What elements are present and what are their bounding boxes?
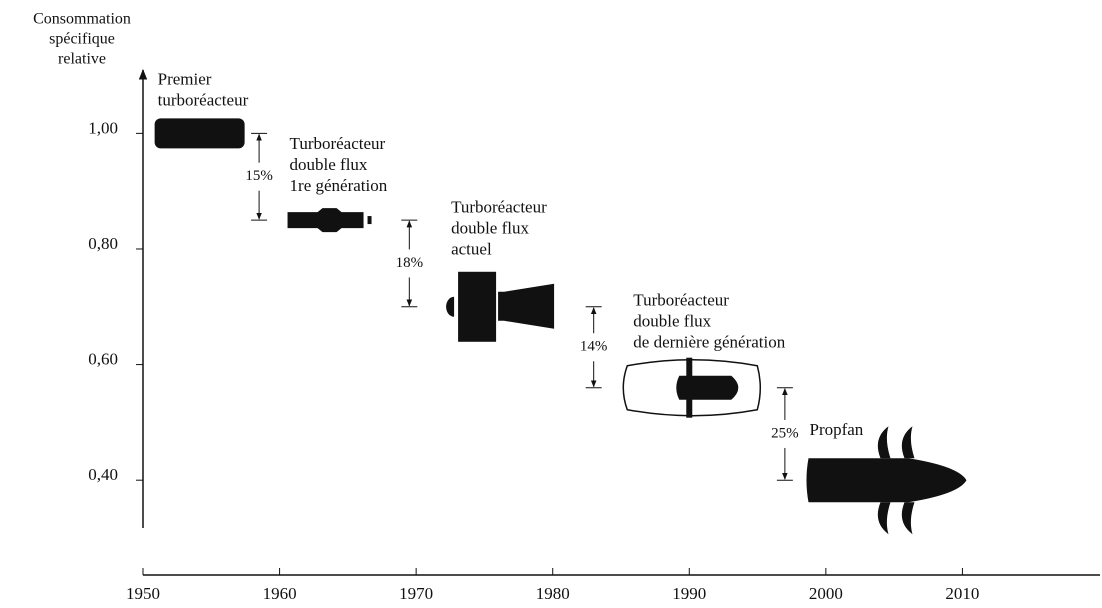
x-tick-label: 1960 (263, 584, 297, 603)
engine-shape (446, 297, 454, 317)
engine (155, 118, 245, 148)
engine-shape (676, 376, 738, 400)
engine-label: Premier (158, 69, 212, 88)
engine-label: 1re génération (290, 176, 388, 195)
engine-label: double flux (451, 219, 529, 238)
engine (623, 358, 760, 418)
x-tick-label: 1970 (399, 584, 433, 603)
reduction-label: 15% (245, 168, 273, 184)
y-axis-label: Consommation (33, 11, 131, 28)
y-tick-label: 0,60 (88, 349, 118, 368)
engine-shape (806, 458, 966, 502)
engine-label: double flux (633, 312, 711, 331)
y-axis-label: relative (58, 51, 106, 68)
y-tick-label: 0,40 (88, 465, 118, 484)
x-tick-label: 1980 (536, 584, 570, 603)
x-tick-label: 1950 (126, 584, 160, 603)
engine-shape (686, 358, 692, 418)
x-tick-label: 1990 (672, 584, 706, 603)
engine-shape (288, 208, 364, 232)
x-tick-label: 2000 (809, 584, 843, 603)
chart: Consommation spécifique relative 0,40 0,60 0,… (0, 0, 1102, 608)
engine-label: Propfan (809, 420, 863, 439)
engine-label: de dernière génération (633, 333, 785, 352)
reduction-label: 18% (396, 255, 424, 271)
engine (806, 426, 966, 534)
engine-label: turboréacteur (158, 90, 249, 109)
engine-shape (155, 118, 245, 148)
engine-label: Turboréacteur (451, 198, 547, 217)
engine-label: actuel (451, 240, 492, 259)
engine-label: Turboréacteur (290, 134, 386, 153)
engine-shape (458, 272, 496, 342)
y-tick-label: 1,00 (88, 118, 118, 137)
engine-label: Turboréacteur (633, 291, 729, 310)
reduction-label: 25% (771, 425, 799, 441)
y-tick-label: 0,80 (88, 234, 118, 253)
y-axis-label: spécifique (49, 31, 115, 48)
x-tick-label: 2010 (945, 584, 979, 603)
reduction-label: 14% (580, 339, 608, 355)
engine (288, 208, 372, 232)
engine-shape (368, 216, 372, 224)
engine-shape (498, 284, 554, 329)
engine-label: double flux (290, 155, 368, 174)
engine (446, 272, 554, 342)
